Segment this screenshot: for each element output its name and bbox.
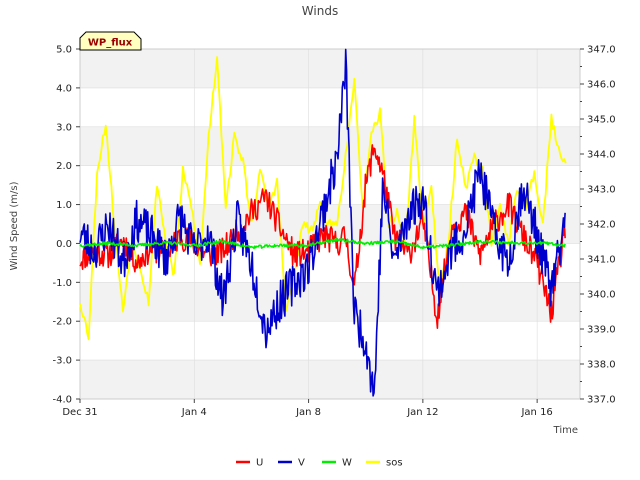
- x-tick-label: Jan 8: [295, 407, 321, 418]
- y-tick-label: -3.0: [52, 356, 72, 367]
- legend-label-w: W: [342, 458, 352, 469]
- y-tick-label: 0.0: [56, 239, 72, 250]
- y2-tick-label: 347.0: [587, 45, 616, 56]
- y-tick-label: 1.0: [56, 200, 72, 211]
- legend-label-u: U: [256, 458, 263, 469]
- x-tick-label: Jan 12: [406, 407, 438, 418]
- y2-tick-label: 340.0: [587, 290, 616, 301]
- y2-tick-label: 345.0: [587, 115, 616, 126]
- band: [80, 126, 580, 166]
- y2-tick-label: 346.0: [587, 80, 616, 91]
- band: [80, 360, 580, 399]
- y-tick-label: 3.0: [56, 122, 72, 133]
- y2-tick-label: 342.0: [587, 220, 616, 231]
- x-axis-ticks: Dec 31 Jan 4 Jan 8 Jan 12 Jan 16: [62, 399, 553, 418]
- y2-tick-label: 343.0: [587, 185, 616, 196]
- y-axis-label: Wind Speed (m/s): [9, 181, 20, 270]
- y2-tick-label: 337.0: [587, 395, 616, 406]
- series-lines: [79, 48, 567, 397]
- y2-tick-label: 338.0: [587, 360, 616, 371]
- y-tick-label: -1.0: [52, 278, 72, 289]
- x-tick-label: Dec 31: [62, 407, 97, 418]
- background-bands: [80, 49, 580, 399]
- annotation-shape: [79, 31, 142, 51]
- x-tick-label: Jan 16: [520, 407, 552, 418]
- x-axis-label: Time: [553, 425, 578, 436]
- y-tick-label: 5.0: [56, 45, 72, 56]
- series-line-w: [79, 237, 566, 250]
- band: [80, 282, 580, 322]
- y-tick-label: 2.0: [56, 161, 72, 172]
- y2-tick-label: 339.0: [587, 325, 616, 336]
- band: [80, 49, 580, 88]
- y-tick-label: -4.0: [52, 395, 72, 406]
- legend-label-v: V: [298, 458, 305, 469]
- y2-tick-label: 344.0: [587, 150, 616, 161]
- chart-title: Winds: [302, 4, 338, 18]
- annotation-label: WP_flux: [88, 38, 133, 49]
- y-axis-ticks: -4.0 -3.0 -2.0 -1.0 0.0 1.0 2.0 3.0 4.0 5.0: [52, 45, 80, 406]
- y2-tick-label: 341.0: [587, 255, 616, 266]
- x-tick-label: Jan 4: [181, 407, 207, 418]
- y-tick-label: -2.0: [52, 317, 72, 328]
- y-tick-label: 4.0: [56, 83, 72, 94]
- legend-label-sos: sos: [386, 458, 403, 469]
- annotation-box: WP_flux: [79, 31, 142, 51]
- y2-axis-ticks: 337.0 338.0 339.0 340.0 341.0 342.0 343.0 344.0…: [580, 45, 616, 406]
